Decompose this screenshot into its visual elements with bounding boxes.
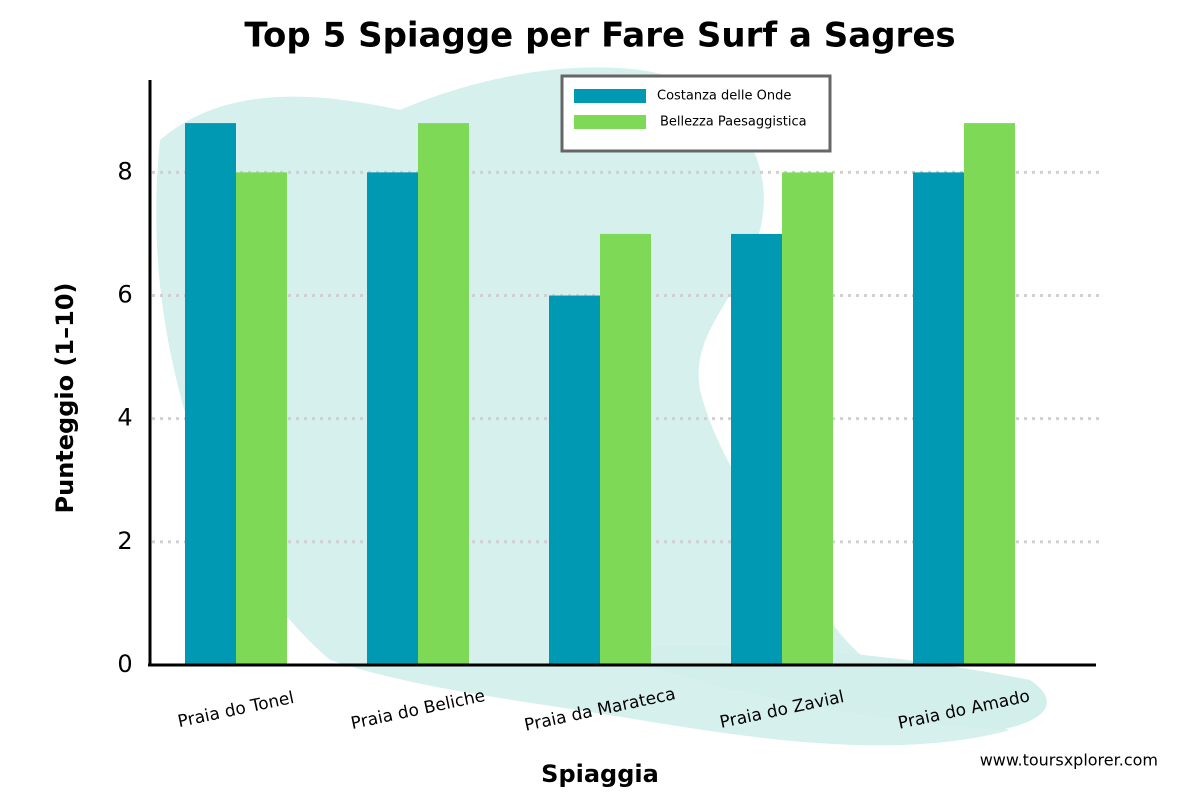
legend-box: [560, 74, 832, 153]
bar: [600, 233, 651, 665]
y-tick-label: 4: [117, 404, 132, 432]
bar: [185, 123, 236, 665]
bar: [964, 123, 1015, 665]
legend: Costanza delle Onde Bellezza Paesaggistic…: [560, 74, 832, 153]
bar: [236, 172, 287, 666]
x-tick-label: Praia do Beliche: [349, 686, 487, 734]
legend-label: Costanza delle Onde: [657, 89, 791, 104]
bar: [418, 123, 469, 665]
y-tick-label: 8: [117, 157, 132, 185]
legend-swatch: [574, 89, 646, 103]
y-tick-label: 0: [117, 650, 132, 678]
bar: [913, 172, 964, 666]
y-axis-label: Punteggio (1–10): [51, 283, 79, 514]
bar: [549, 295, 600, 665]
bar: [731, 233, 782, 665]
y-tick-label: 6: [117, 281, 132, 309]
legend-swatch: [574, 115, 646, 129]
watermark: www.toursxplorer.com: [980, 751, 1158, 770]
bar: [782, 172, 833, 666]
bar: [367, 172, 418, 666]
x-tick-label: Praia do Tonel: [176, 688, 296, 732]
legend-label: Bellezza Paesaggistica: [660, 115, 807, 130]
y-tick-label: 2: [117, 527, 132, 555]
bars: [185, 123, 1015, 666]
x-axis-label: Spiaggia: [541, 760, 659, 788]
chart-title: Top 5 Spiagge per Fare Surf a Sagres: [244, 16, 955, 56]
